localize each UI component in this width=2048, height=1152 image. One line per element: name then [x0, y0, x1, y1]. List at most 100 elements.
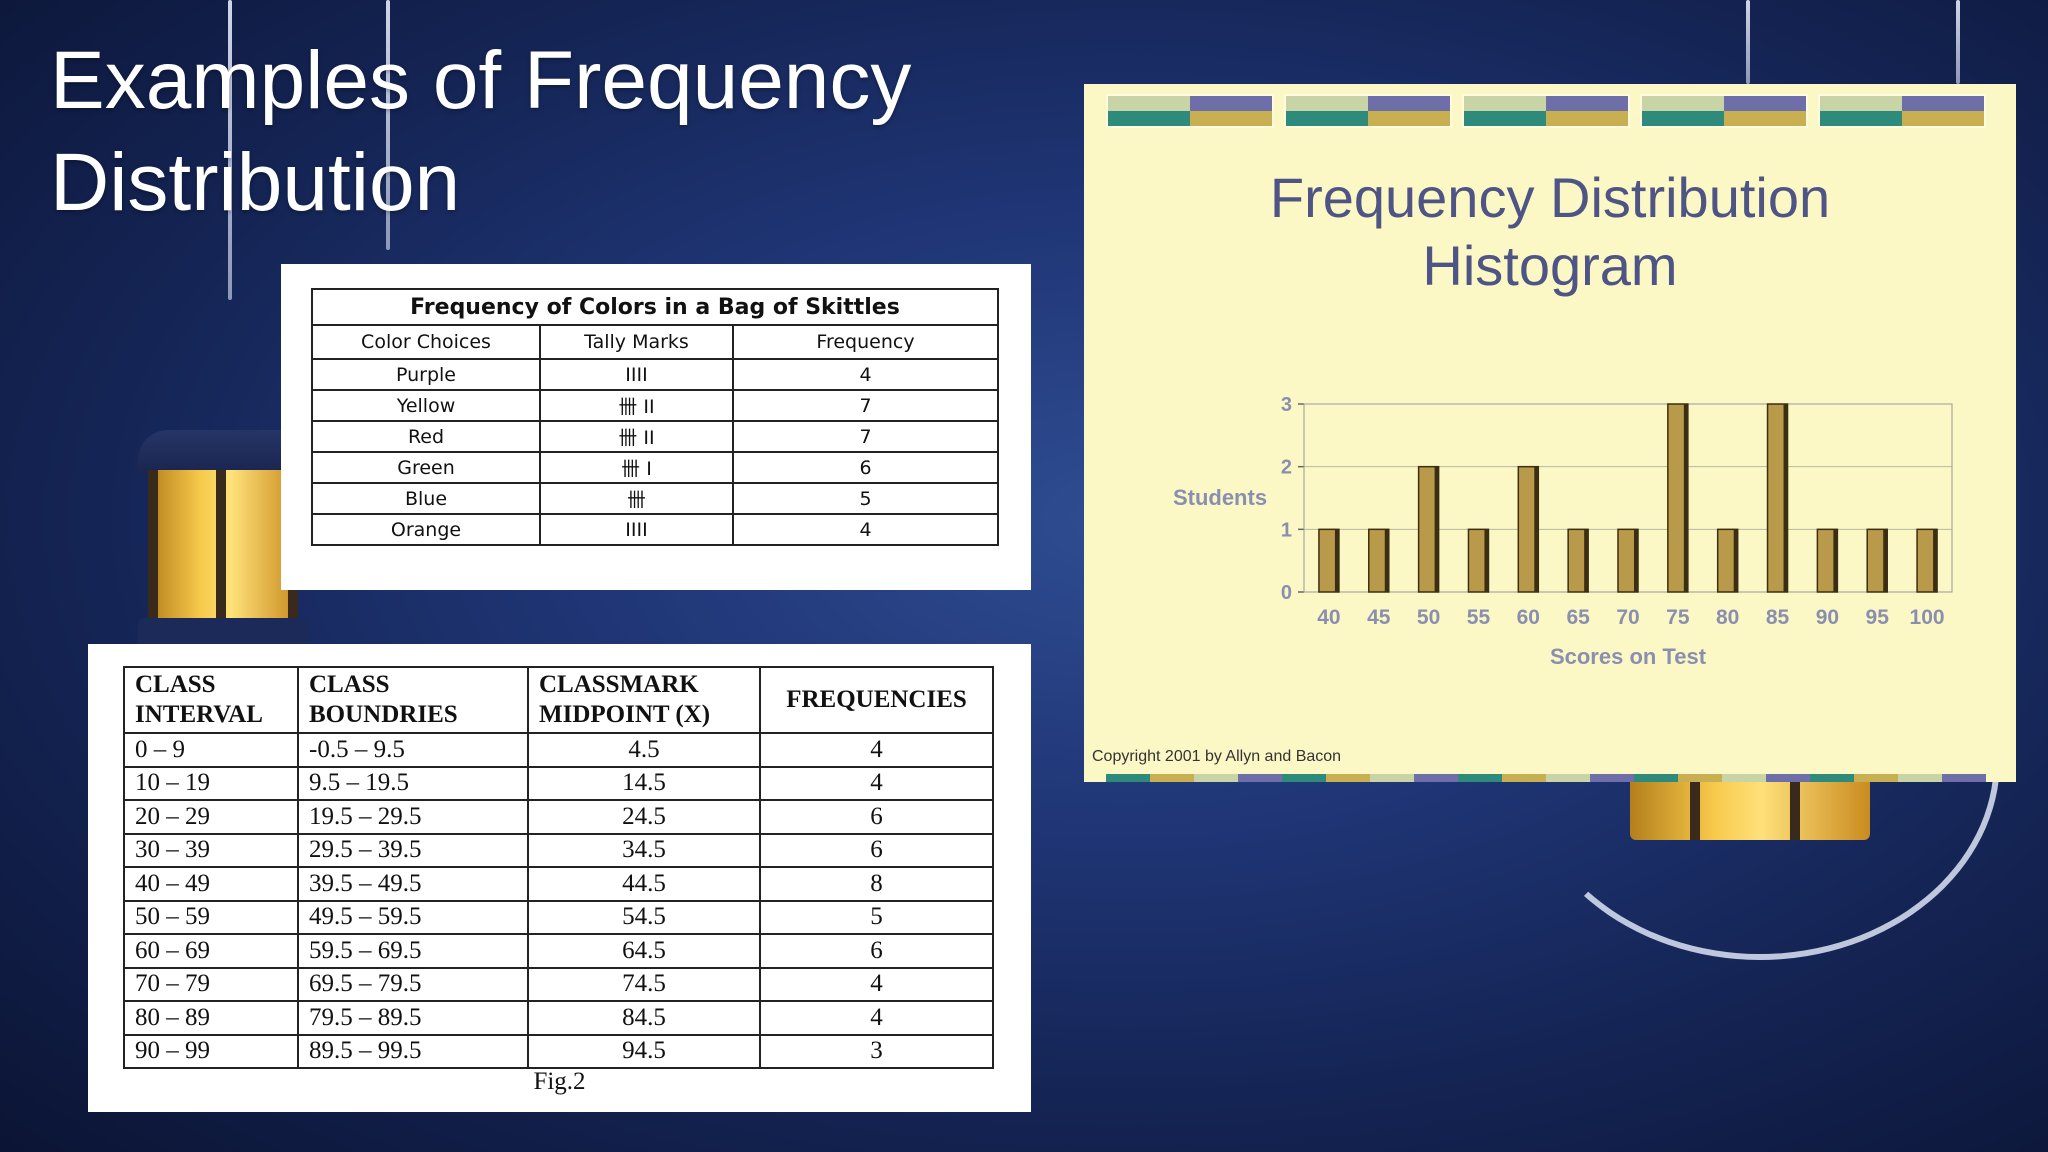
cell-frequency: 4 [732, 513, 999, 546]
cell-color: Red [311, 420, 541, 453]
table-row: 20 – 29 19.5 – 29.5 24.5 6 [123, 799, 994, 835]
cell-tally: 卌 I [539, 451, 734, 484]
table-row: 30 – 39 29.5 – 39.5 34.5 6 [123, 832, 994, 868]
table-row: 70 – 79 69.5 – 79.5 74.5 4 [123, 966, 994, 1002]
cell-frequency: 7 [732, 420, 999, 453]
cell-tally: 卌 II [539, 389, 734, 422]
table-row: 0 – 9 -0.5 – 9.5 4.5 4 [123, 732, 994, 768]
cell-interval: 0 – 9 [123, 732, 299, 768]
cell-boundaries: 19.5 – 29.5 [297, 799, 529, 835]
cell-frequency: 6 [759, 799, 994, 835]
x-tick-label: 100 [1910, 606, 1945, 629]
cell-interval: 20 – 29 [123, 799, 299, 835]
table-row: 10 – 19 9.5 – 19.5 14.5 4 [123, 765, 994, 801]
column-header-boundaries: CLASS BOUNDRIES [297, 666, 529, 734]
histogram-bar-shadow [1683, 404, 1688, 592]
table-row: 90 – 99 89.5 – 99.5 94.5 3 [123, 1033, 994, 1069]
skittles-table-card: Frequency of Colors in a Bag of Skittles… [281, 264, 1031, 590]
cell-tally: 卌 II [539, 420, 734, 453]
x-tick-label: 70 [1616, 606, 1639, 629]
cell-interval: 30 – 39 [123, 832, 299, 868]
x-tick-label: 40 [1317, 606, 1340, 629]
x-tick-label: 95 [1866, 606, 1890, 629]
cell-frequency: 6 [759, 832, 994, 868]
histogram-bar [1716, 528, 1739, 593]
column-header-color: Color Choices [311, 324, 541, 360]
table-row: Green 卌 I 6 [311, 451, 999, 484]
histogram-bar-shadow [1933, 529, 1938, 592]
cell-frequency: 4 [732, 358, 999, 391]
cell-tally: IIII [539, 513, 734, 546]
slide-title: Examples of Frequency Distribution [50, 35, 912, 228]
histogram-bar-shadow [1783, 404, 1788, 592]
table-row: Yellow 卌 II 7 [311, 389, 999, 422]
x-tick-label: 65 [1566, 606, 1590, 629]
hanging-string [228, 0, 232, 300]
y-axis-label: Students [1173, 485, 1267, 510]
histogram-bar [1667, 403, 1689, 593]
cell-midpoint: 84.5 [527, 1000, 761, 1036]
cell-interval: 70 – 79 [123, 966, 299, 1002]
x-tick-label: 75 [1666, 606, 1690, 629]
cell-midpoint: 54.5 [527, 899, 761, 935]
figure-caption: Fig.2 [533, 1068, 586, 1095]
y-tick-label: 1 [1281, 519, 1292, 541]
cell-boundaries: 59.5 – 69.5 [297, 933, 529, 969]
table-row: 60 – 69 59.5 – 69.5 64.5 6 [123, 933, 994, 969]
x-tick-label: 85 [1766, 606, 1790, 629]
histogram-title: Frequency Distribution Histogram [1084, 164, 2016, 300]
histogram-title-line: Histogram [1422, 234, 1678, 297]
cell-frequency: 4 [759, 966, 994, 1002]
cell-tally: 卌 [539, 482, 734, 515]
cell-boundaries: 89.5 – 99.5 [297, 1033, 529, 1069]
cell-color: Blue [311, 482, 541, 515]
histogram-bar-shadow [1434, 466, 1439, 592]
x-tick-label: 50 [1417, 606, 1440, 629]
histogram-chart: 0 1 2 3 40 45 50 55 60 65 70 75 80 85 90 95 100 Scores on… [1173, 394, 1953, 669]
histogram-bar [1368, 528, 1390, 593]
cell-midpoint: 64.5 [527, 933, 761, 969]
y-tick-label: 3 [1281, 394, 1292, 416]
histogram-bar-shadow [1883, 529, 1888, 592]
class-interval-table-card: CLASS INTERVAL CLASS BOUNDRIES CLASSMARK… [88, 644, 1031, 1112]
cell-frequency: 4 [759, 1000, 994, 1036]
cell-boundaries: 69.5 – 79.5 [297, 966, 529, 1002]
y-tick-label: 0 [1281, 582, 1292, 604]
column-header-midpoint: CLASSMARK MIDPOINT (X) [527, 666, 761, 734]
x-axis-label: Scores on Test [1550, 644, 1707, 669]
class-interval-table: CLASS INTERVAL CLASS BOUNDRIES CLASSMARK… [123, 666, 994, 1069]
histogram-bar-shadow [1384, 529, 1389, 592]
cell-midpoint: 14.5 [527, 765, 761, 801]
cell-tally: IIII [539, 358, 734, 391]
cell-frequency: 6 [732, 451, 999, 484]
cell-frequency: 5 [759, 899, 994, 935]
histogram-panel: Frequency Distribution Histogram 0 1 2 3 40 4… [1084, 84, 2016, 782]
cell-color: Orange [311, 513, 541, 546]
skittles-table: Frequency of Colors in a Bag of Skittles… [311, 288, 999, 546]
decorative-footer-stripe [1106, 774, 1986, 782]
histogram-bar-shadow [1634, 529, 1638, 592]
hanging-string [1956, 0, 1960, 84]
cell-midpoint: 4.5 [527, 732, 761, 768]
cell-interval: 50 – 59 [123, 899, 299, 935]
table-row: 40 – 49 39.5 – 49.5 44.5 8 [123, 866, 994, 902]
cell-boundaries: 49.5 – 59.5 [297, 899, 529, 935]
cell-frequency: 6 [759, 933, 994, 969]
cell-boundaries: 9.5 – 19.5 [297, 765, 529, 801]
cell-boundaries: 79.5 – 89.5 [297, 1000, 529, 1036]
cell-interval: 80 – 89 [123, 1000, 299, 1036]
lantern-left [120, 430, 308, 654]
cell-frequency: 8 [759, 866, 994, 902]
histogram-title-line: Frequency Distribution [1269, 166, 1831, 229]
cell-color: Purple [311, 358, 541, 391]
table-row: Purple IIII 4 [311, 358, 999, 391]
table-row: Orange IIII 4 [311, 513, 999, 546]
x-tick-label: 45 [1367, 606, 1391, 629]
table-row: Red 卌 II 7 [311, 420, 999, 453]
histogram-bar-shadow [1833, 529, 1838, 592]
table-row: 80 – 89 79.5 – 89.5 84.5 4 [123, 1000, 994, 1036]
cell-frequency: 4 [759, 732, 994, 768]
cell-midpoint: 94.5 [527, 1033, 761, 1069]
column-header-frequencies: FREQUENCIES [759, 666, 994, 734]
hanging-string [386, 0, 390, 250]
